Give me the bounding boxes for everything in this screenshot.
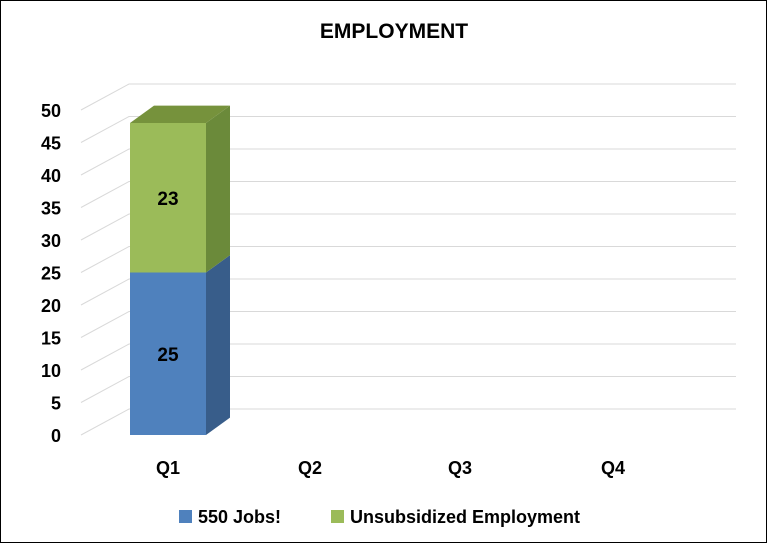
y-tick-label: 15 [41, 329, 61, 349]
y-axis-ticks: 0 5 10 15 20 25 30 35 40 45 50 [41, 101, 61, 446]
bar-front [130, 272, 206, 435]
bar-top [130, 105, 230, 123]
chart-title: EMPLOYMENT [320, 20, 468, 43]
x-category-label: Q4 [601, 458, 625, 478]
y-tick-label: 45 [41, 134, 61, 154]
data-label: 23 [157, 189, 178, 210]
y-tick-label: 5 [51, 394, 61, 414]
y-tick-label: 30 [41, 231, 61, 251]
gridline [80, 408, 736, 436]
y-tick-label: 50 [41, 101, 61, 121]
gridline [80, 278, 736, 306]
legend-swatch [179, 510, 192, 523]
y-tick-label: 40 [41, 166, 61, 186]
gridline [80, 343, 736, 371]
x-category-label: Q3 [448, 458, 472, 478]
gridline [80, 311, 736, 338]
y-tick-label: 10 [41, 361, 61, 381]
y-tick-label: 0 [51, 426, 61, 446]
bars: 25 23 [130, 105, 230, 435]
y-tick-label: 20 [41, 296, 61, 316]
x-axis-categories: Q1 Q2 Q3 Q4 [156, 458, 625, 478]
legend: 550 Jobs! Unsubsidized Employment [179, 507, 580, 527]
gridline [80, 246, 736, 273]
gridlines [80, 83, 736, 436]
gridline [80, 116, 736, 143]
x-category-label: Q2 [298, 458, 322, 478]
gridline [80, 376, 736, 403]
data-label: 25 [157, 345, 179, 366]
bar-side [206, 255, 230, 435]
legend-label: Unsubsidized Employment [350, 507, 580, 527]
gridline [80, 83, 736, 111]
y-tick-label: 25 [41, 264, 61, 284]
gridline [80, 148, 736, 176]
gridline [80, 181, 736, 208]
bar-side [206, 105, 230, 273]
legend-swatch [331, 510, 344, 523]
bar-front [130, 123, 206, 273]
x-category-label: Q1 [156, 458, 180, 478]
gridline [80, 213, 736, 241]
legend-label: 550 Jobs! [198, 507, 281, 527]
y-tick-label: 35 [41, 199, 61, 219]
